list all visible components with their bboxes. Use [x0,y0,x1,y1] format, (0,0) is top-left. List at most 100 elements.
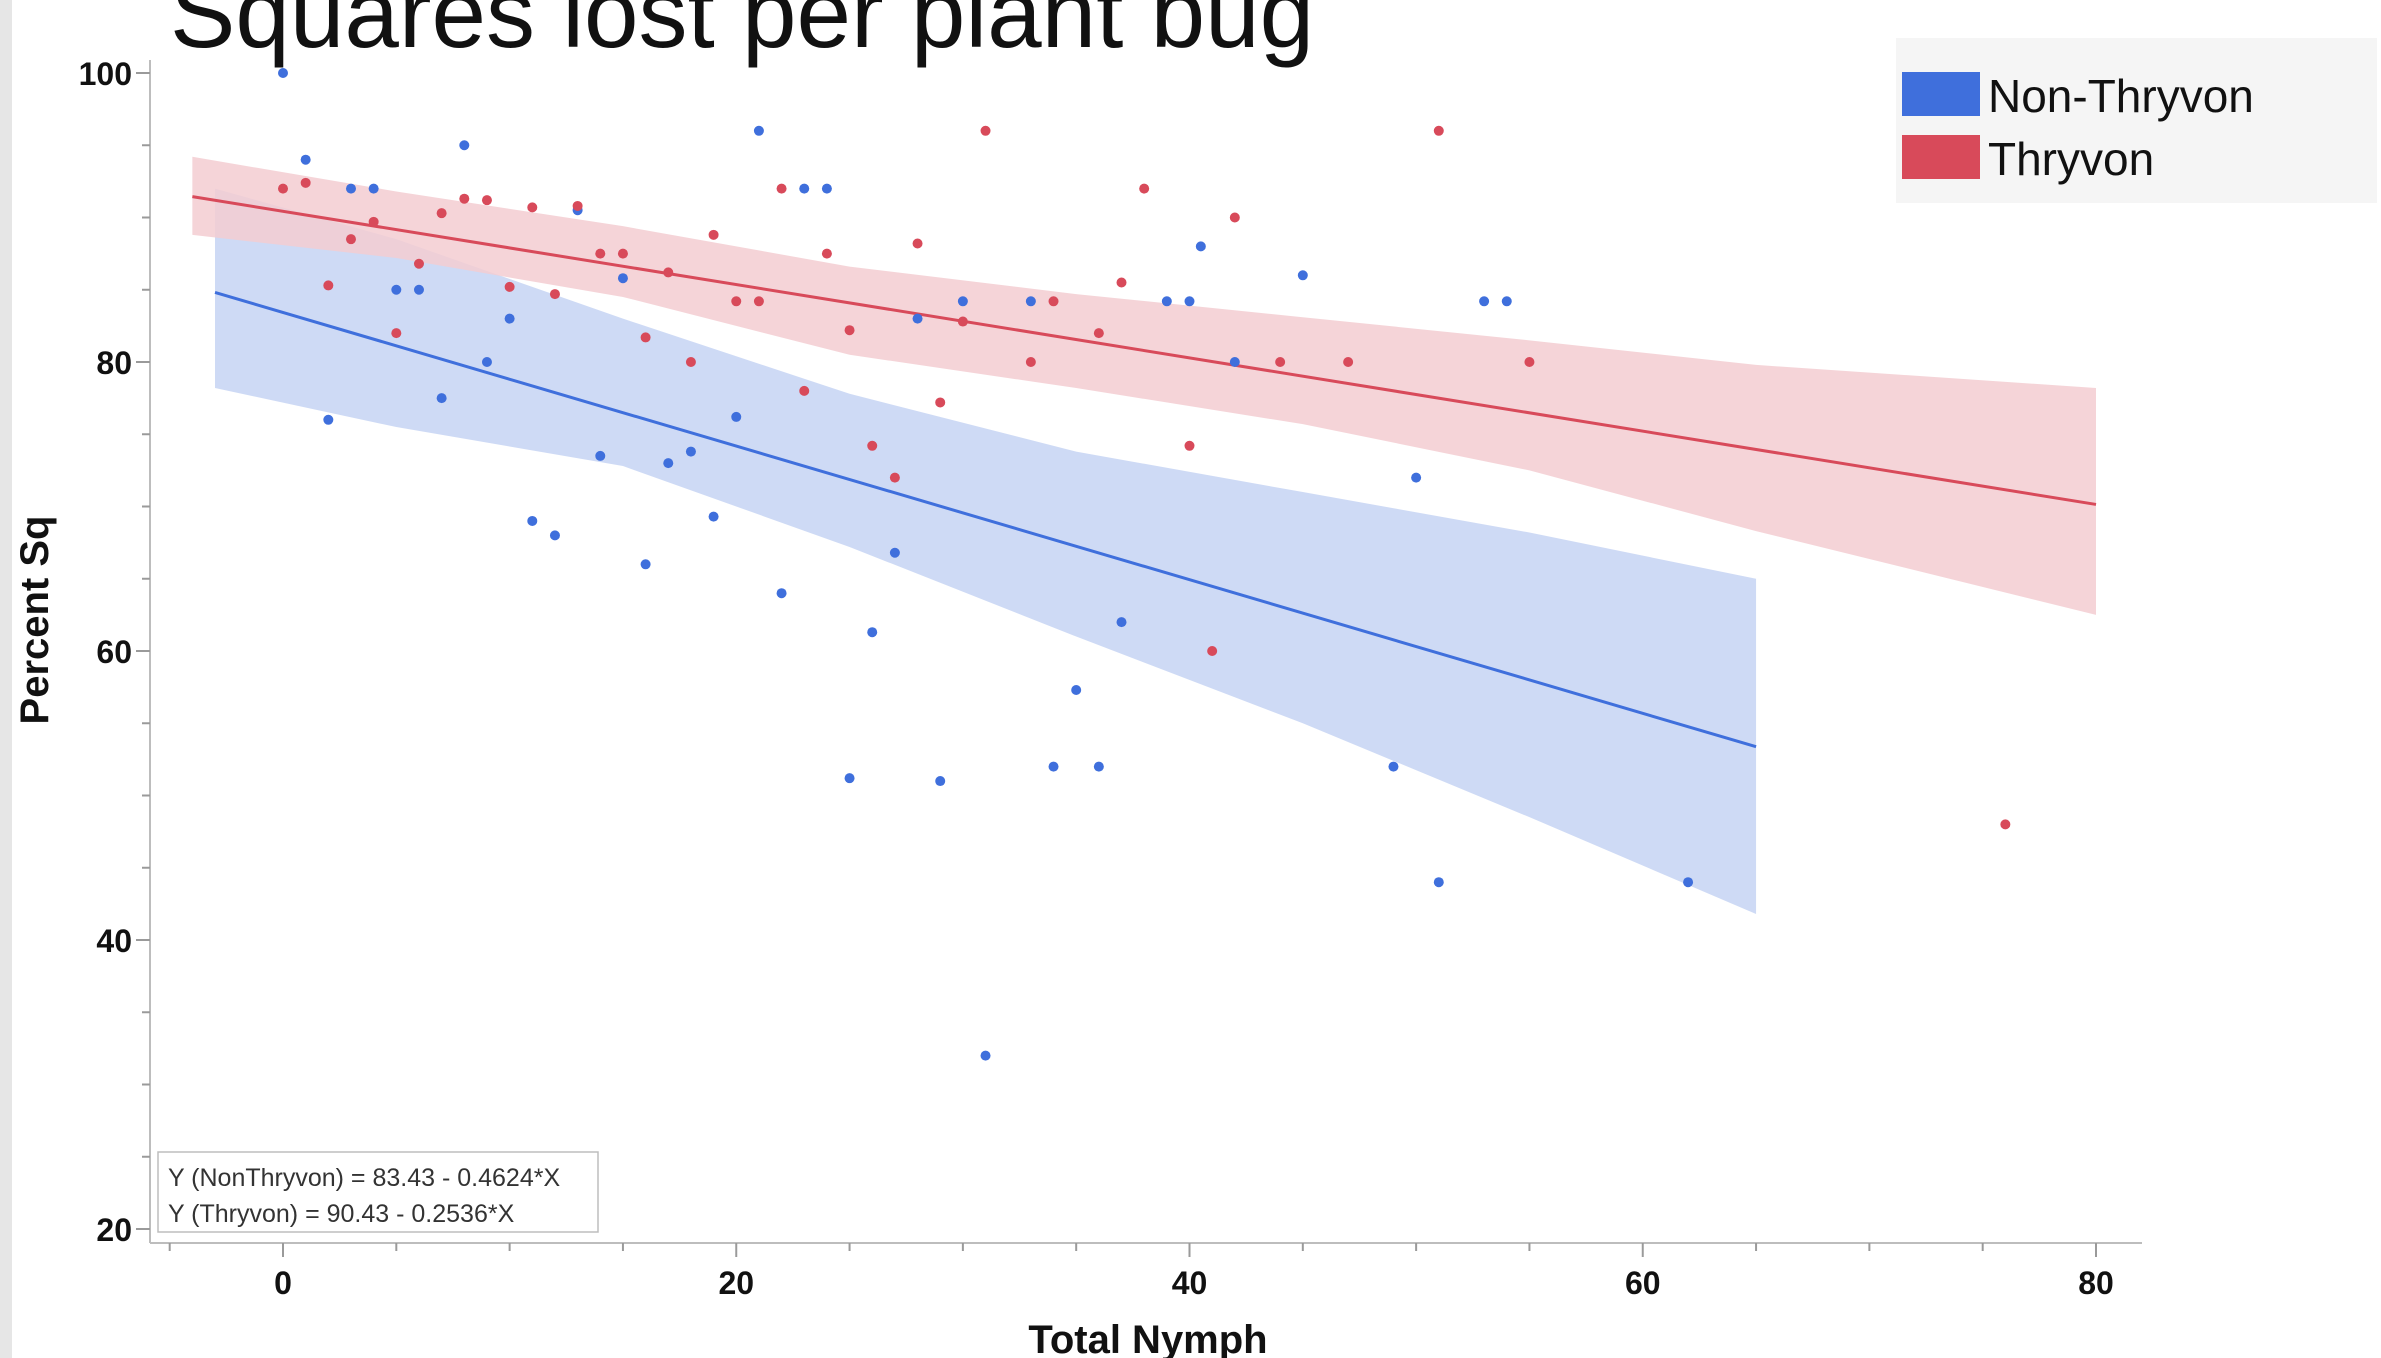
y-axis-title: Percent Sq [13,516,57,725]
data-point-non-thryvon [368,183,379,194]
left-gray-strip [0,0,12,1358]
equation-box: Y (NonThryvon) = 83.43 - 0.4624*X Y (Thr… [157,1151,599,1233]
data-point-thryvon [617,248,628,259]
data-point-non-thryvon [1161,296,1172,307]
data-point-non-thryvon [1388,761,1399,772]
data-point-non-thryvon [889,547,900,558]
data-point-thryvon [1275,357,1286,367]
data-point-thryvon [1048,296,1059,307]
legend-label-non-thryvon: Non-Thryvon [1988,70,2254,122]
data-point-non-thryvon [708,511,719,522]
data-point-thryvon [957,316,968,327]
data-point-non-thryvon [436,393,447,404]
data-point-non-thryvon [278,68,288,78]
data-point-thryvon [1184,440,1195,451]
legend: Non-Thryvon Thryvon [1896,38,2377,203]
data-point-non-thryvon [1048,761,1059,772]
y-tick-label: 80 [96,345,132,381]
data-point-thryvon [640,332,651,343]
data-point-thryvon [2000,819,2011,830]
data-point-thryvon [708,229,719,240]
data-point-non-thryvon [1683,877,1694,888]
data-point-thryvon [1116,277,1127,288]
data-point-non-thryvon [504,313,515,324]
data-point-non-thryvon [1184,296,1195,307]
data-point-non-thryvon [957,296,968,307]
fit-lines [192,195,2097,749]
data-point-non-thryvon [527,515,538,526]
data-point-non-thryvon [935,776,946,787]
data-point-non-thryvon [980,1050,991,1061]
data-point-non-thryvon [1195,241,1206,252]
fit-line-thryvon [192,195,2097,506]
data-point-thryvon [345,234,356,245]
data-point-thryvon [980,125,991,136]
axis-ticks: 0 20 40 60 80 20 40 60 80 100 [79,56,2114,1301]
data-point-thryvon [413,258,424,269]
data-point-non-thryvon [391,284,402,295]
data-point-thryvon [821,248,832,259]
data-point-non-thryvon [1479,296,1490,307]
data-point-non-thryvon [459,140,470,151]
confidence-bands [192,156,2097,914]
x-tick-label: 20 [718,1265,754,1301]
data-point-non-thryvon [731,411,742,422]
data-point-thryvon [436,208,447,219]
data-point-non-thryvon [300,154,311,165]
data-point-non-thryvon [1433,877,1444,888]
data-point-thryvon [1139,183,1150,194]
data-point-thryvon [912,238,923,249]
data-point-thryvon [663,267,674,278]
equation-thryvon: Y (Thryvon) = 90.43 - 0.2536*X [168,1200,515,1228]
data-point-thryvon [844,325,855,336]
data-point-non-thryvon [685,446,696,457]
data-point-thryvon [300,177,311,188]
data-point-non-thryvon [1501,296,1512,307]
data-point-non-thryvon [1411,472,1422,483]
data-point-non-thryvon [1297,270,1308,281]
data-point-thryvon [595,248,606,259]
data-point-non-thryvon [1025,296,1036,307]
data-point-thryvon [368,216,379,227]
data-point-non-thryvon [413,284,424,295]
data-point-non-thryvon [481,357,492,367]
data-point-non-thryvon [1093,761,1104,772]
data-point-non-thryvon [753,125,764,136]
data-point-thryvon [527,202,538,213]
legend-swatch-non-thryvon [1902,72,1980,116]
legend-swatch-thryvon [1902,135,1980,179]
data-point-thryvon [1093,328,1104,339]
x-tick-label: 60 [1625,1265,1661,1301]
data-point-non-thryvon [345,183,356,194]
confidence-band-non-thryvon [215,188,1757,914]
y-tick-label: 60 [96,634,132,670]
data-point-thryvon [391,328,402,339]
data-point-thryvon [1229,212,1240,223]
y-tick-label: 40 [96,923,132,959]
data-point-non-thryvon [663,458,674,469]
data-point-non-thryvon [617,273,628,284]
data-point-thryvon [1343,357,1354,367]
data-point-non-thryvon [867,627,878,638]
data-points [278,68,2011,1061]
data-point-thryvon [278,183,288,194]
data-point-thryvon [731,296,742,307]
chart-title: Squares lost per plant bug [170,0,1315,68]
y-tick-label: 20 [96,1212,132,1248]
x-tick-label: 40 [1172,1265,1208,1301]
data-point-thryvon [935,397,946,408]
data-point-thryvon [799,385,810,396]
data-point-non-thryvon [821,183,832,194]
data-point-thryvon [459,193,470,204]
y-tick-label: 100 [79,56,132,92]
data-point-thryvon [685,357,696,367]
data-point-non-thryvon [640,559,651,570]
data-point-thryvon [549,289,560,300]
data-point-thryvon [1207,646,1218,656]
data-point-thryvon [753,296,764,307]
equation-nonthryvon: Y (NonThryvon) = 83.43 - 0.4624*X [168,1164,560,1192]
data-point-thryvon [1025,357,1036,367]
data-point-non-thryvon [844,773,855,784]
x-tick-label: 0 [274,1265,292,1301]
